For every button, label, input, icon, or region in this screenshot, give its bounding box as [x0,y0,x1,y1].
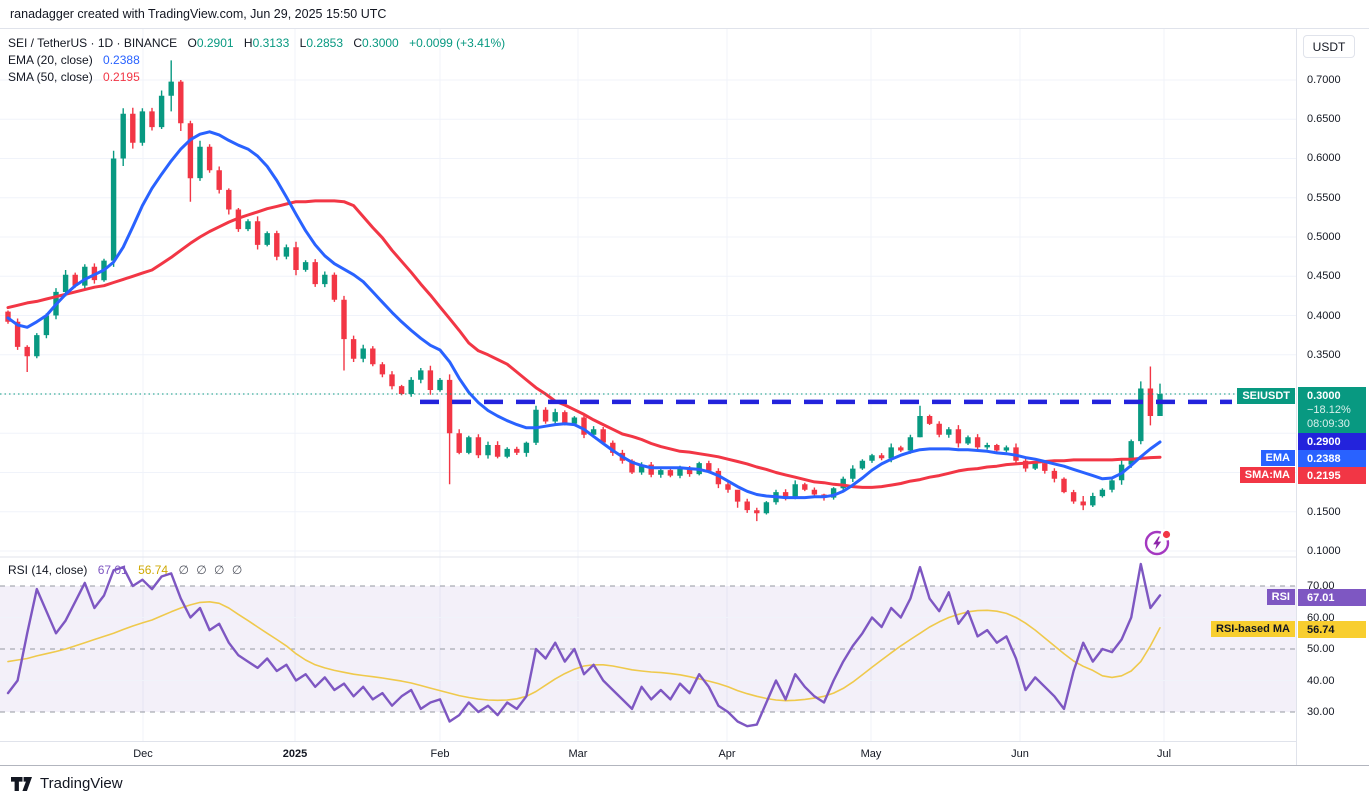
bar-countdown-value: 08:09:30 [1307,418,1350,430]
attribution-bar: ranadagger created with TradingView.com,… [0,0,1369,29]
axis-price-label: 30.00 [1307,706,1335,718]
ema-legend-row[interactable]: EMA (20, close) 0.2388 [8,53,140,67]
sma-legend-label[interactable]: SMA (50, close) [8,70,93,84]
ohlc-high-value: 0.3133 [252,36,290,50]
last-price-badge: 0.3000 −18.12% 08:09:30 [1298,387,1366,433]
axis-price-label: 0.4500 [1307,270,1341,282]
axis-price-label: 0.6000 [1307,152,1341,164]
ohlc-close-value: 0.3000 [362,36,399,50]
ema-value-badge: 0.2388 [1298,450,1366,467]
drawn-line-price-badge: 0.2900 [1298,433,1366,450]
time-axis-label: 2025 [282,747,308,760]
time-axis-label: Apr [718,747,736,760]
tradingview-logo-icon [11,776,32,791]
lightning-circle-icon [1144,530,1170,556]
time-axis-label: Feb [430,747,450,760]
ohlc-open-value: 0.2901 [196,36,234,50]
time-axis-label: Jul [1156,747,1172,760]
symbol-title[interactable]: SEI / TetherUS · 1D · BINANCE [8,36,178,50]
change-percent-value: −18.12% [1307,404,1351,416]
ohlc-high-label: H [243,36,253,50]
axis-price-label: 50.00 [1307,643,1335,655]
lightning-quick-action-button[interactable] [1143,527,1173,557]
axis-price-label: 0.7000 [1307,74,1341,86]
axis-price-label: 0.6500 [1307,113,1341,125]
ema-legend-label[interactable]: EMA (20, close) [8,53,93,67]
footer-bar: TradingView [0,765,1369,801]
axis-price-label: 0.1000 [1307,545,1341,557]
ema-axis-tag: EMA [1260,450,1295,466]
sma-axis-tag: SMA:MA [1239,467,1295,483]
ema-legend-value: 0.2388 [103,53,140,67]
rsi-legend-row[interactable]: RSI (14, close) 67.01 56.74 ∅ ∅ ∅ ∅ [8,563,244,577]
time-axis[interactable]: Dec 2025 Feb Mar Apr May Jun Jul [0,741,1369,765]
currency-toggle-button[interactable]: USDT [1303,35,1355,58]
time-axis-label: Mar [568,747,588,760]
lightning-bolt-icon [1153,536,1162,550]
rsi-ma-legend-value: 56.74 [138,563,169,577]
time-axis-label: Dec [133,747,153,760]
sma-legend-row[interactable]: SMA (50, close) 0.2195 [8,70,140,84]
axis-price-label: 0.3500 [1307,349,1341,361]
time-axis-label: Jun [1011,747,1029,760]
notification-dot-icon [1162,530,1171,539]
axis-price-label: 0.5500 [1307,192,1341,204]
axis-price-label: 0.1500 [1307,506,1341,518]
axis-price-label: 0.5000 [1307,231,1341,243]
tradingview-logo[interactable]: TradingView [10,775,123,792]
sma-value-badge: 0.2195 [1298,467,1366,484]
rsi-ma-axis-tag: RSI-based MA [1211,621,1295,637]
tradingview-brand-text: TradingView [40,775,123,792]
rsi-ma-value-badge: 56.74 [1298,621,1366,638]
time-axis-label: May [860,747,882,760]
axis-price-label: 40.00 [1307,675,1335,687]
rsi-legend-label[interactable]: RSI (14, close) [8,563,88,577]
ohlc-open-label: O [187,36,197,50]
symbol-legend-row[interactable]: SEI / TetherUS · 1D · BINANCE O0.2901 H0… [8,36,505,50]
axis-price-label: 0.4000 [1307,310,1341,322]
chart-canvas[interactable] [0,29,1296,741]
attribution-text: ranadagger created with TradingView.com,… [10,7,387,21]
rsi-value-badge: 67.01 [1298,589,1366,606]
rsi-axis-tag: RSI [1266,589,1295,605]
ohlc-change-value: +0.0099 (+3.41%) [409,36,506,50]
symbol-axis-tag: SEIUSDT [1237,388,1295,404]
rsi-legend-value: 67.01 [97,563,128,577]
rsi-empty-values: ∅ ∅ ∅ ∅ [178,563,245,577]
sma-legend-value: 0.2195 [103,70,140,84]
ohlc-close-label: C [353,36,363,50]
ohlc-low-value: 0.2853 [306,36,344,50]
price-scale[interactable]: USDT 0.7000 0.6500 0.6000 0.5500 0.5000 0.450… [1296,29,1369,765]
last-price-value: 0.3000 [1307,390,1341,402]
ohlc-low-label: L [299,36,307,50]
